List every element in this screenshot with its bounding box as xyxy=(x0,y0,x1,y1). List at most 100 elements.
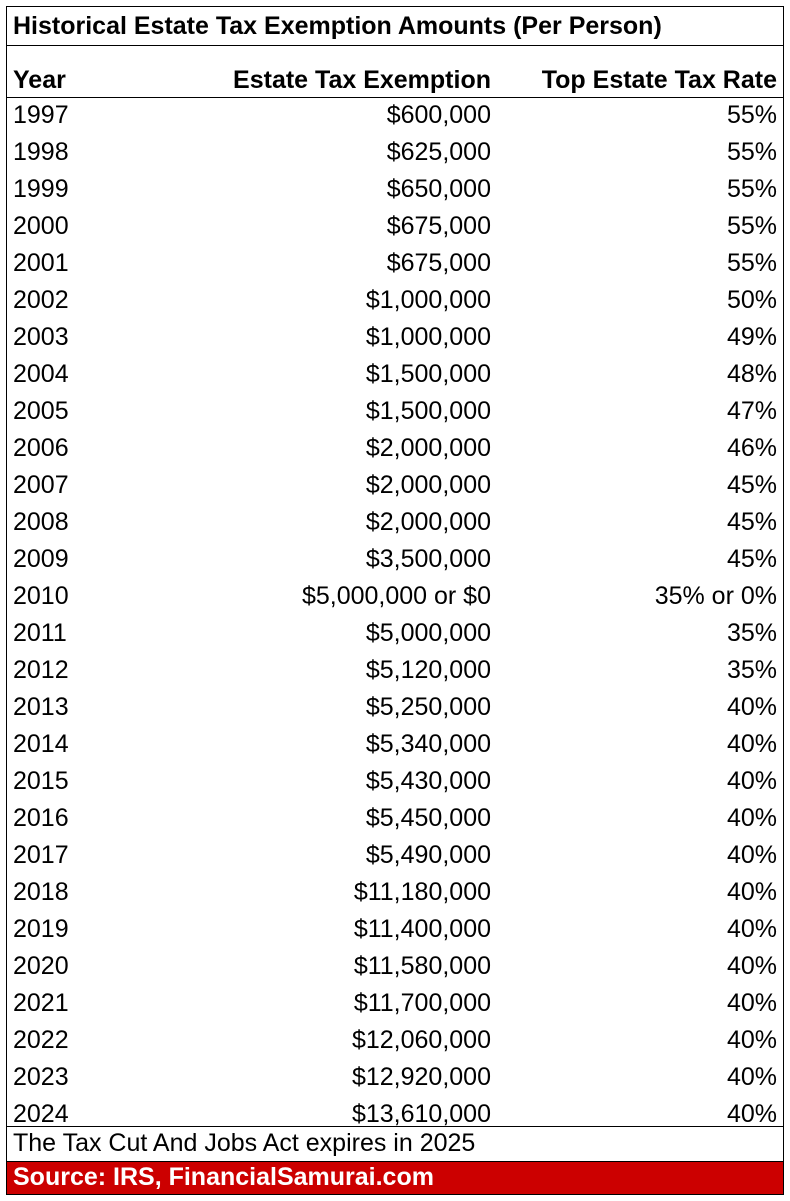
table-row: 2003 $1,000,000 49% xyxy=(7,319,783,356)
table-row: 2008 $2,000,000 45% xyxy=(7,504,783,541)
table-row: 2011 $5,000,000 35% xyxy=(7,615,783,652)
cell-top-estate-tax-rate: 40% xyxy=(726,1026,777,1054)
cell-estate-tax-exemption: $5,000,000 or $0 xyxy=(301,582,491,610)
cell-year: 1998 xyxy=(13,138,69,166)
estate-tax-table: Historical Estate Tax Exemption Amounts … xyxy=(6,6,784,1195)
table-row: 1997 $600,000 55% xyxy=(7,97,783,134)
cell-top-estate-tax-rate: 55% xyxy=(726,212,777,240)
cell-estate-tax-exemption: $5,340,000 xyxy=(365,730,491,758)
table-row: 2004 $1,500,000 48% xyxy=(7,356,783,393)
table-row: 2018 $11,180,000 40% xyxy=(7,874,783,911)
cell-estate-tax-exemption: $3,500,000 xyxy=(365,545,491,573)
cell-top-estate-tax-rate: 40% xyxy=(726,915,777,943)
cell-top-estate-tax-rate: 49% xyxy=(726,323,777,351)
table-row: 1998 $625,000 55% xyxy=(7,134,783,171)
cell-estate-tax-exemption: $675,000 xyxy=(386,212,491,240)
cell-estate-tax-exemption: $600,000 xyxy=(386,101,491,129)
cell-top-estate-tax-rate: 40% xyxy=(726,1100,777,1128)
cell-estate-tax-exemption: $675,000 xyxy=(386,249,491,277)
table-row: 2017 $5,490,000 40% xyxy=(7,837,783,874)
cell-top-estate-tax-rate: 48% xyxy=(726,360,777,388)
cell-year: 2011 xyxy=(13,619,67,647)
cell-year: 2006 xyxy=(13,434,69,462)
cell-estate-tax-exemption: $5,430,000 xyxy=(365,767,491,795)
cell-top-estate-tax-rate: 40% xyxy=(726,952,777,980)
cell-year: 2010 xyxy=(13,582,69,610)
table-header-row: Year Estate Tax Exemption Top Estate Tax… xyxy=(7,62,783,98)
table-row: 2023 $12,920,000 40% xyxy=(7,1059,783,1096)
cell-year: 2024 xyxy=(13,1100,69,1128)
table-row: 2005 $1,500,000 47% xyxy=(7,393,783,430)
cell-year: 2007 xyxy=(13,471,69,499)
table-row: 2022 $12,060,000 40% xyxy=(7,1022,783,1059)
cell-top-estate-tax-rate: 40% xyxy=(726,841,777,869)
cell-estate-tax-exemption: $11,700,000 xyxy=(353,989,491,1017)
cell-top-estate-tax-rate: 45% xyxy=(726,545,777,573)
cell-top-estate-tax-rate: 40% xyxy=(726,989,777,1017)
cell-estate-tax-exemption: $1,000,000 xyxy=(365,286,491,314)
cell-year: 2009 xyxy=(13,545,69,573)
table-row: 2006 $2,000,000 46% xyxy=(7,430,783,467)
cell-estate-tax-exemption: $1,500,000 xyxy=(365,360,491,388)
cell-estate-tax-exemption: $1,500,000 xyxy=(365,397,491,425)
cell-year: 1999 xyxy=(13,175,69,203)
table-row: 2014 $5,340,000 40% xyxy=(7,726,783,763)
cell-year: 2012 xyxy=(13,656,69,684)
cell-year: 2013 xyxy=(13,693,69,721)
cell-year: 2014 xyxy=(13,730,69,758)
table-row: 2019 $11,400,000 40% xyxy=(7,911,783,948)
cell-year: 2000 xyxy=(13,212,69,240)
cell-year: 2002 xyxy=(13,286,69,314)
cell-year: 2001 xyxy=(13,249,69,277)
cell-estate-tax-exemption: $650,000 xyxy=(386,175,491,203)
cell-top-estate-tax-rate: 55% xyxy=(726,101,777,129)
table-row: 2016 $5,450,000 40% xyxy=(7,800,783,837)
cell-top-estate-tax-rate: 35% xyxy=(726,656,777,684)
cell-top-estate-tax-rate: 40% xyxy=(726,693,777,721)
cell-estate-tax-exemption: $5,450,000 xyxy=(365,804,491,832)
cell-estate-tax-exemption: $12,920,000 xyxy=(351,1063,491,1091)
cell-year: 2023 xyxy=(13,1063,69,1091)
cell-top-estate-tax-rate: 47% xyxy=(726,397,777,425)
cell-top-estate-tax-rate: 40% xyxy=(726,730,777,758)
cell-estate-tax-exemption: $5,490,000 xyxy=(365,841,491,869)
table-row: 2000 $675,000 55% xyxy=(7,208,783,245)
header-year: Year xyxy=(13,66,66,94)
cell-year: 1997 xyxy=(13,101,69,129)
cell-top-estate-tax-rate: 40% xyxy=(726,767,777,795)
table-row: 2020 $11,580,000 40% xyxy=(7,948,783,985)
cell-estate-tax-exemption: $2,000,000 xyxy=(365,471,491,499)
cell-top-estate-tax-rate: 50% xyxy=(726,286,777,314)
cell-year: 2016 xyxy=(13,804,69,832)
cell-estate-tax-exemption: $5,000,000 xyxy=(365,619,491,647)
table-row: 2012 $5,120,000 35% xyxy=(7,652,783,689)
table-row: 2009 $3,500,000 45% xyxy=(7,541,783,578)
cell-year: 2008 xyxy=(13,508,69,536)
cell-year: 2020 xyxy=(13,952,69,980)
cell-estate-tax-exemption: $11,580,000 xyxy=(353,952,491,980)
cell-year: 2017 xyxy=(13,841,69,869)
cell-year: 2005 xyxy=(13,397,69,425)
cell-estate-tax-exemption: $5,120,000 xyxy=(365,656,491,684)
cell-top-estate-tax-rate: 45% xyxy=(726,471,777,499)
cell-estate-tax-exemption: $11,400,000 xyxy=(353,915,491,943)
table-row: 2024 $13,610,000 40% xyxy=(7,1096,783,1133)
cell-estate-tax-exemption: $5,250,000 xyxy=(365,693,491,721)
cell-year: 2015 xyxy=(13,767,69,795)
table-row: 2001 $675,000 55% xyxy=(7,245,783,282)
cell-top-estate-tax-rate: 45% xyxy=(726,508,777,536)
cell-top-estate-tax-rate: 40% xyxy=(726,1063,777,1091)
table-row: 2002 $1,000,000 50% xyxy=(7,282,783,319)
source-bar: Source: IRS, FinancialSamurai.com xyxy=(7,1161,783,1194)
table-row: 2013 $5,250,000 40% xyxy=(7,689,783,726)
table-row: 2007 $2,000,000 45% xyxy=(7,467,783,504)
header-top-estate-tax-rate: Top Estate Tax Rate xyxy=(541,66,777,94)
cell-top-estate-tax-rate: 35% or 0% xyxy=(654,582,777,610)
cell-estate-tax-exemption: $11,180,000 xyxy=(353,878,491,906)
cell-estate-tax-exemption: $2,000,000 xyxy=(365,508,491,536)
cell-year: 2018 xyxy=(13,878,69,906)
header-estate-tax-exemption: Estate Tax Exemption xyxy=(233,66,491,94)
table-row: 2021 $11,700,000 40% xyxy=(7,985,783,1022)
cell-estate-tax-exemption: $625,000 xyxy=(386,138,491,166)
cell-top-estate-tax-rate: 35% xyxy=(726,619,777,647)
